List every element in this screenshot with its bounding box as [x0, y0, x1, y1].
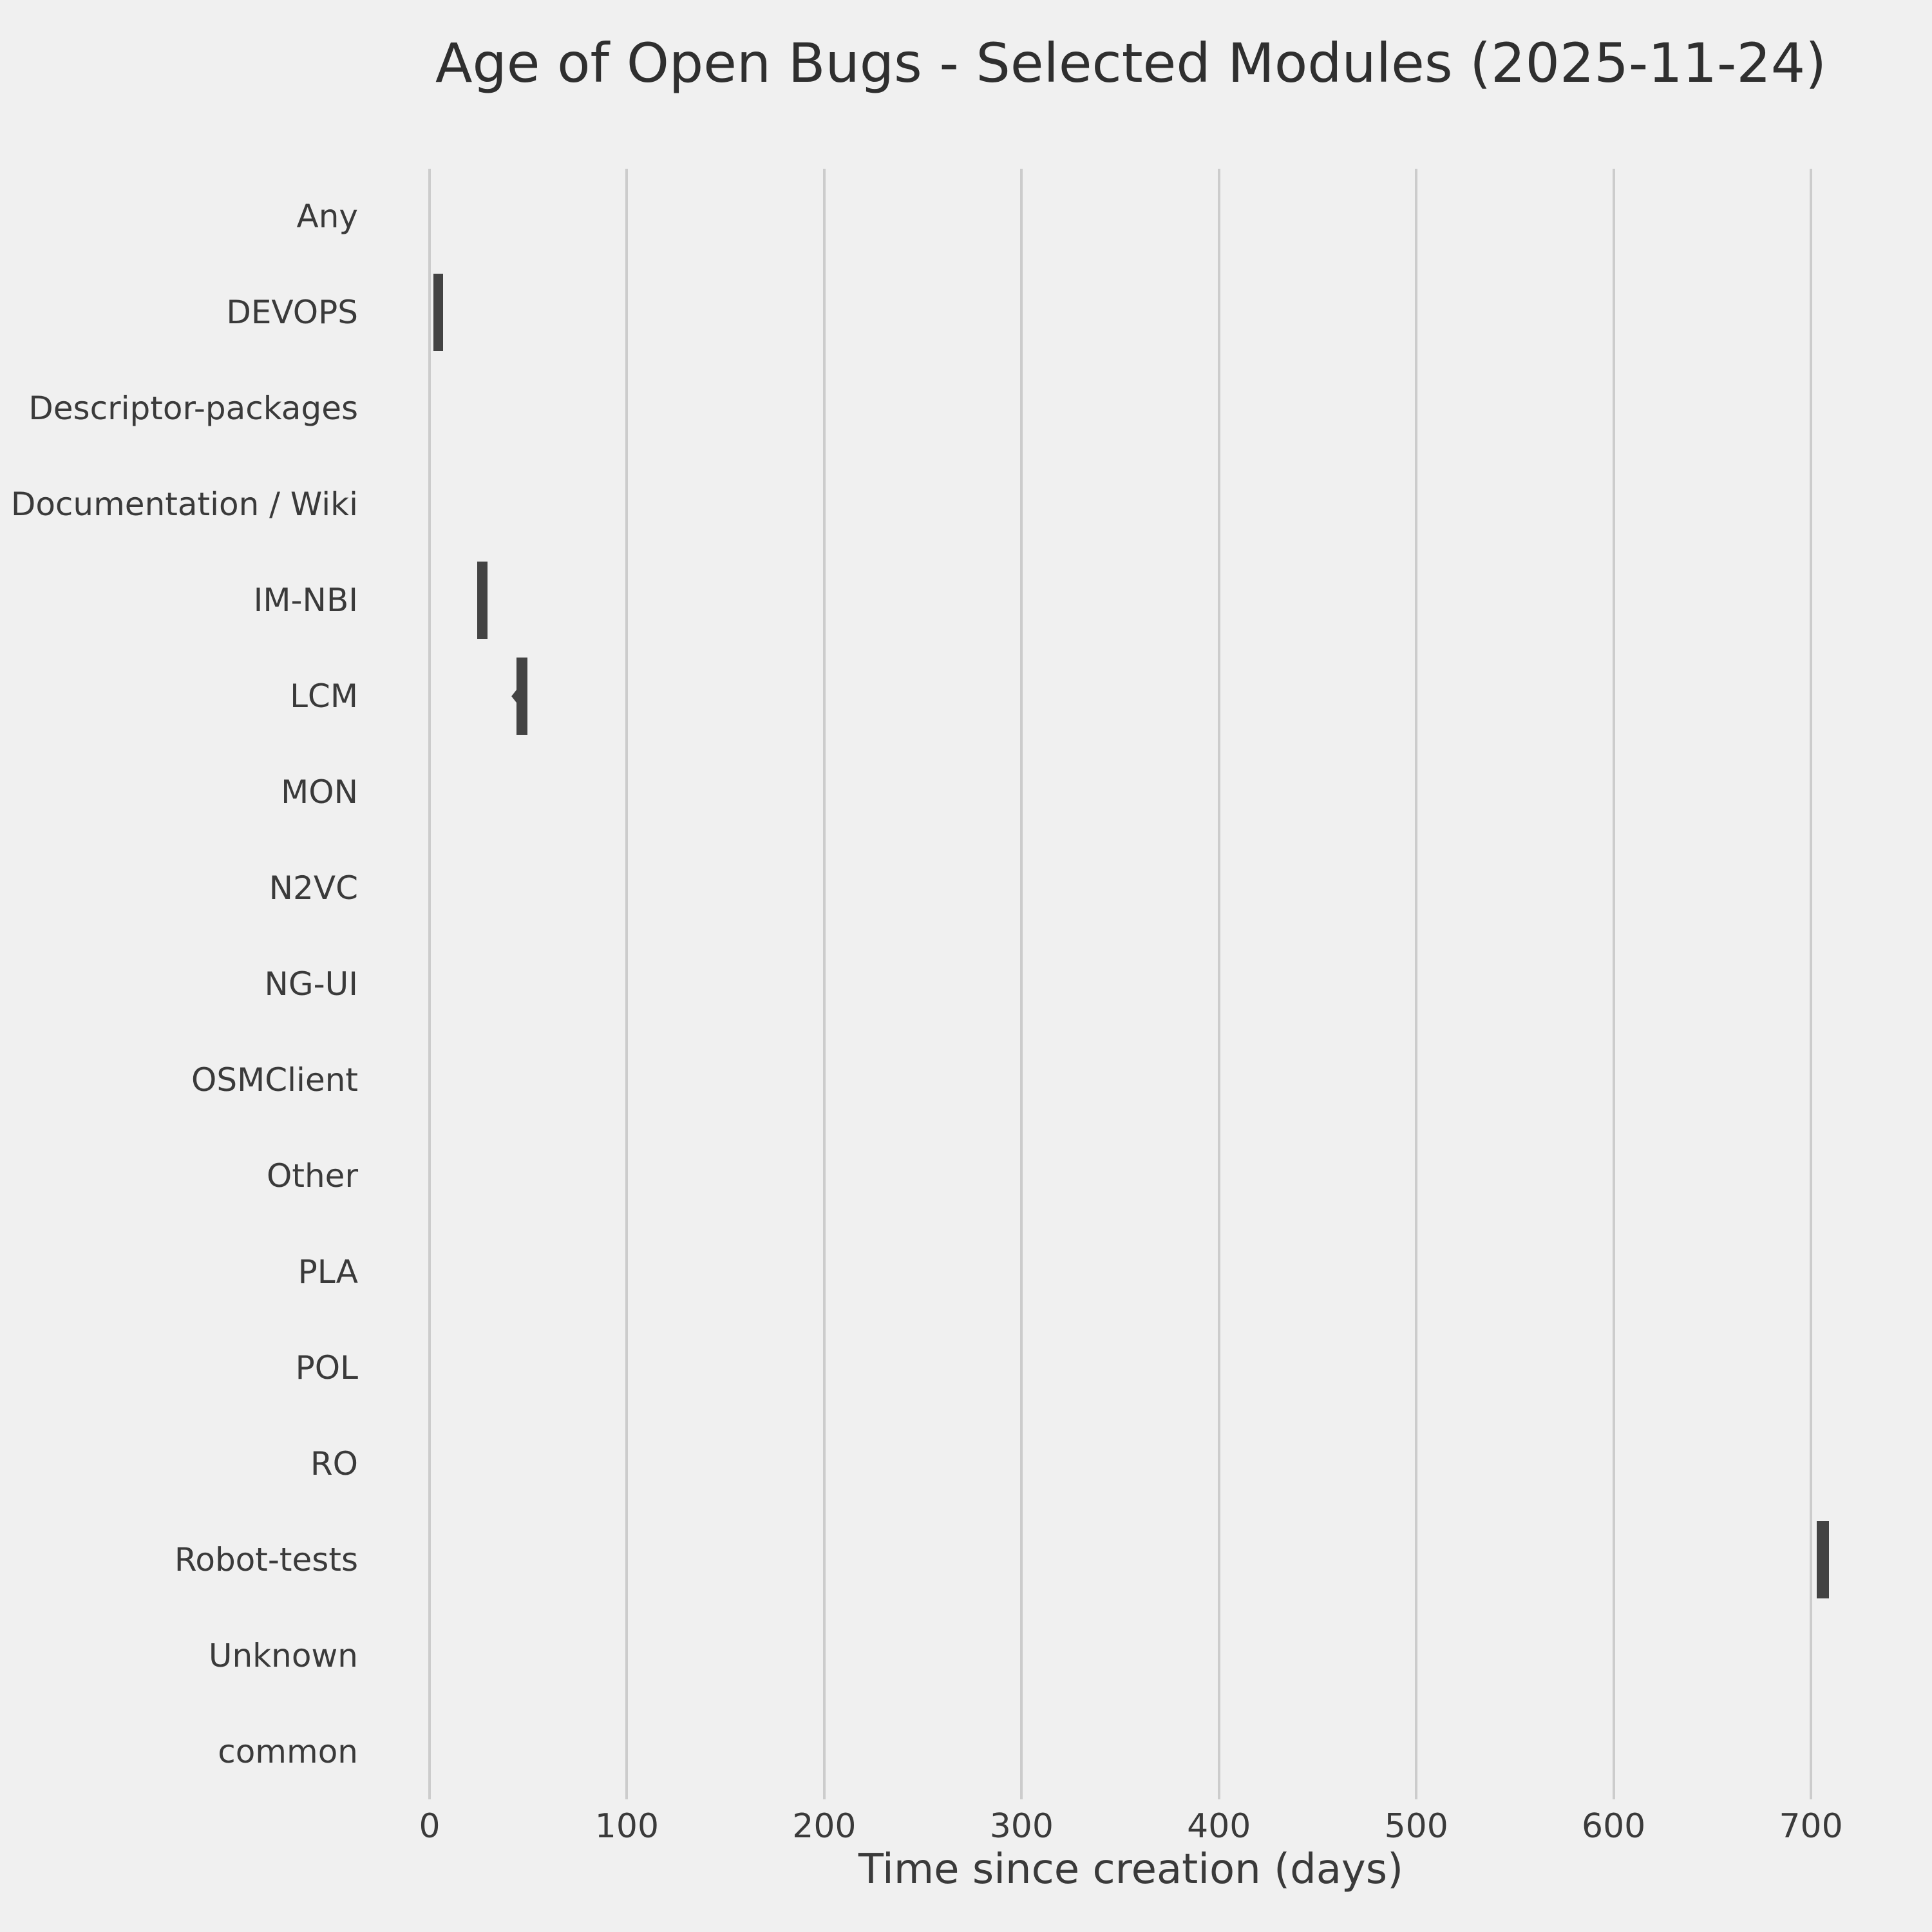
violin-robot-tests — [1817, 1520, 1829, 1598]
y-axis-label: MON — [281, 773, 358, 811]
violin-im-nbi — [477, 562, 488, 639]
x-tick-label: 700 — [1779, 1807, 1843, 1846]
y-axis-label: POL — [295, 1349, 358, 1387]
y-axis-label: Documentation / Wiki — [10, 486, 358, 524]
gridline-x-200 — [822, 169, 826, 1799]
y-axis-label: LCM — [290, 677, 358, 715]
gridline-x-600 — [1612, 169, 1615, 1799]
x-tick-label: 300 — [989, 1807, 1054, 1846]
x-tick-label: 600 — [1582, 1807, 1646, 1846]
gridline-x-500 — [1415, 169, 1418, 1799]
y-axis-label: Any — [296, 198, 358, 236]
x-tick-label: 200 — [792, 1807, 857, 1846]
y-axis-label: Other — [267, 1157, 358, 1195]
violin-devops — [433, 274, 444, 352]
y-axis-label: N2VC — [269, 869, 358, 907]
x-tick-label: 400 — [1187, 1807, 1251, 1846]
y-axis-label: Unknown — [208, 1636, 358, 1674]
gridline-x-0 — [428, 169, 431, 1799]
y-axis-label: DEVOPS — [226, 294, 358, 332]
gridline-x-100 — [625, 169, 629, 1799]
y-axis-label: NG-UI — [264, 965, 358, 1003]
y-axis-label: IM-NBI — [253, 582, 358, 620]
x-tick-label: 500 — [1384, 1807, 1448, 1846]
y-axis-label: OSMClient — [191, 1061, 358, 1099]
gridline-x-700 — [1810, 169, 1813, 1799]
y-axis-label: Robot-tests — [174, 1540, 358, 1578]
x-tick-label: 0 — [419, 1807, 440, 1846]
y-axis-label: PLA — [298, 1253, 358, 1291]
chart-title: Age of Open Bugs - Selected Modules (202… — [435, 32, 1826, 95]
gridline-x-300 — [1020, 169, 1023, 1799]
y-axis-label: common — [218, 1732, 358, 1770]
x-axis-label: Time since creation (days) — [858, 1846, 1404, 1893]
x-tick-label: 100 — [594, 1807, 659, 1846]
gridline-x-400 — [1217, 169, 1220, 1799]
violin-lcm — [516, 658, 527, 735]
violin-tail — [511, 689, 517, 704]
y-axis-label: Descriptor-packages — [28, 390, 358, 428]
y-axis-label: RO — [310, 1444, 358, 1482]
